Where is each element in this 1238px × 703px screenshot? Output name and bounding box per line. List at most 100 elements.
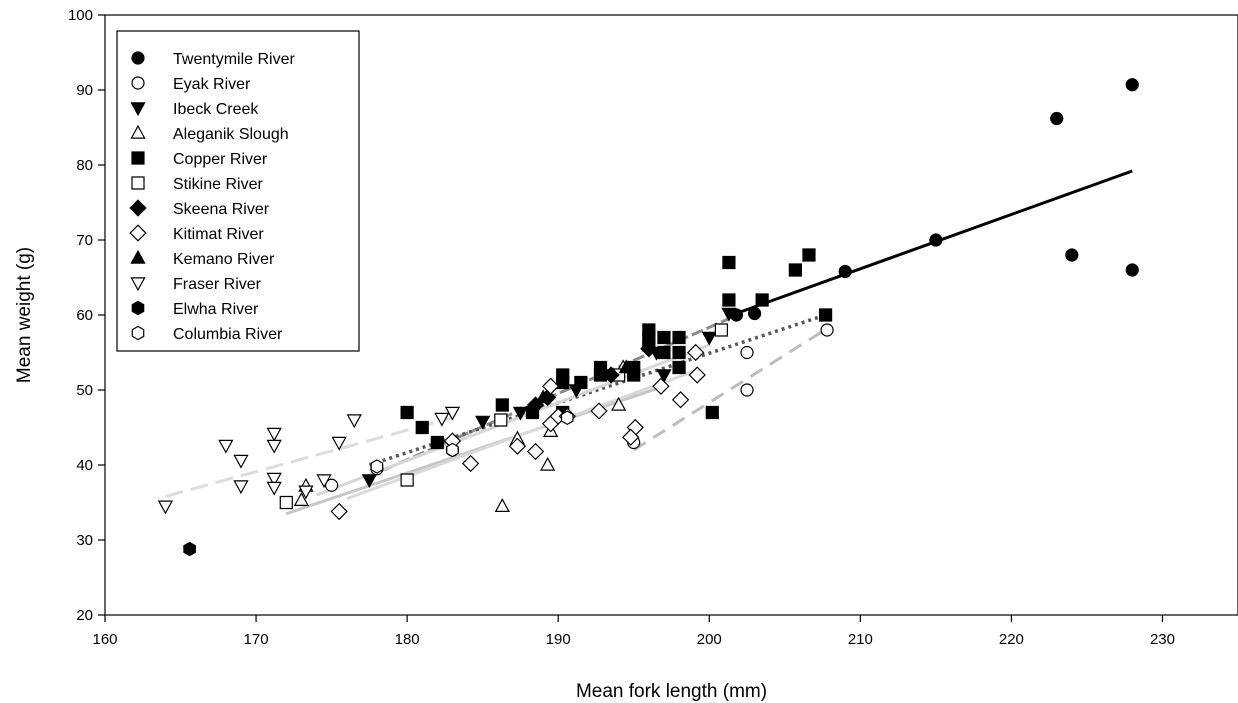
data-point (688, 366, 706, 384)
x-tick-label: 180 (395, 631, 420, 648)
trend-line (368, 313, 827, 467)
data-point (640, 340, 658, 358)
y-tick-label: 40 (76, 457, 93, 474)
data-point (183, 541, 196, 557)
data-point (446, 442, 459, 458)
data-point (266, 481, 282, 496)
legend-box (116, 30, 360, 352)
data-point (266, 427, 282, 442)
data-point (444, 406, 461, 421)
trend-line (346, 369, 695, 501)
data-point (266, 472, 282, 487)
legend-symbol (131, 76, 145, 90)
legend-symbol (129, 199, 147, 217)
legend-symbol (131, 325, 145, 341)
data-point (475, 415, 491, 430)
legend-label: Fraser River (173, 276, 262, 293)
data-point (495, 398, 509, 412)
y-tick-label: 80 (76, 157, 93, 174)
data-point (721, 307, 737, 322)
data-point (430, 435, 444, 450)
data-point (818, 308, 833, 322)
data-point (722, 293, 736, 307)
data-point (541, 377, 560, 395)
data-point (740, 345, 754, 360)
legend-symbol (131, 176, 145, 190)
data-point (434, 412, 450, 427)
data-point (293, 492, 310, 506)
trend-line (632, 327, 828, 452)
data-point (233, 480, 249, 495)
y-tick-label: 90 (76, 82, 93, 99)
data-point (714, 323, 728, 337)
data-point (535, 389, 551, 404)
data-point (642, 323, 656, 337)
legend-label: Ibeck Creek (173, 101, 259, 118)
data-point (657, 330, 671, 345)
data-point (618, 359, 634, 374)
x-tick-label: 230 (1150, 631, 1175, 648)
data-point (656, 369, 672, 384)
y-tick-label: 50 (76, 382, 93, 399)
legend-symbol (129, 224, 147, 242)
legend-label: Copper River (173, 151, 268, 168)
data-point (574, 375, 588, 390)
data-point (590, 402, 608, 420)
data-point (722, 255, 736, 270)
trend-line (165, 416, 453, 498)
data-point (611, 396, 627, 411)
data-point (687, 343, 705, 362)
data-point (1065, 248, 1079, 262)
x-tick-label: 200 (697, 631, 722, 648)
x-axis-title: Mean fork length (mm) (576, 681, 767, 702)
data-point (370, 459, 384, 474)
data-point (298, 485, 314, 500)
data-point (672, 345, 686, 360)
data-point (266, 439, 282, 454)
y-tick-label: 20 (76, 607, 93, 624)
data-point (361, 474, 377, 489)
x-tick-label: 190 (546, 631, 571, 648)
x-tick-label: 210 (848, 631, 873, 648)
data-point (526, 442, 545, 461)
data-point (400, 473, 414, 487)
legend-label: Kitimat River (173, 226, 264, 243)
data-point (802, 248, 816, 262)
data-point (672, 360, 686, 375)
data-point (461, 454, 480, 473)
legend-symbol (130, 102, 146, 117)
trend-line (285, 384, 665, 516)
data-point (838, 264, 852, 279)
data-point (652, 377, 670, 395)
legend-symbol (130, 249, 146, 264)
legend-label: Stikine River (173, 176, 263, 193)
x-tick-label: 220 (999, 631, 1024, 648)
data-point (593, 360, 608, 375)
legend-label: Aleganik Slough (173, 126, 289, 143)
legend-label: Columbia River (173, 326, 283, 343)
y-axis-title: Mean weight (g) (14, 247, 35, 383)
data-point (279, 495, 293, 510)
data-point (820, 323, 834, 337)
data-point (671, 391, 690, 409)
legend-symbol (131, 300, 145, 316)
legend: Twentymile River Eyak River Ibeck Creek Ale… (116, 30, 360, 352)
legend-label: Twentymile River (173, 51, 295, 68)
data-point (1125, 78, 1139, 92)
data-point (346, 414, 362, 429)
data-point (218, 439, 234, 454)
data-point (705, 405, 719, 420)
legend-label: Skeena River (173, 201, 270, 218)
data-point (415, 420, 429, 435)
data-point (602, 366, 620, 384)
legend-symbol (130, 277, 146, 292)
data-point (929, 233, 943, 247)
data-point (622, 428, 640, 446)
data-point (157, 500, 174, 515)
data-point (747, 306, 762, 321)
data-point (494, 498, 510, 512)
x-tick-label: 160 (92, 631, 117, 648)
x-tick-label: 170 (244, 631, 269, 648)
data-point (1050, 111, 1064, 126)
